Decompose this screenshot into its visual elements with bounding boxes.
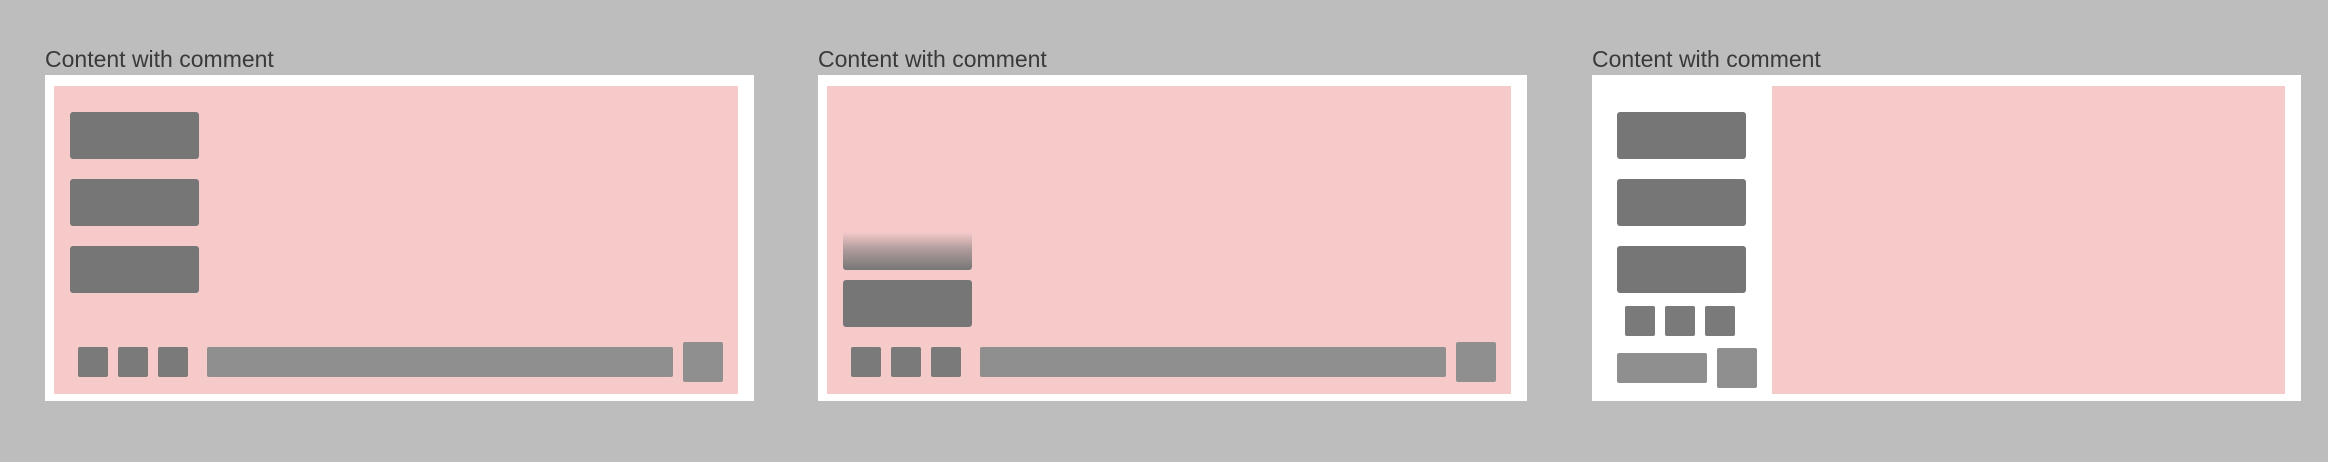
comment-block-faded [843,232,972,270]
comment-block [843,280,972,327]
variant-2-label: Content with comment [818,44,1047,74]
variant-2-frame [818,75,1527,401]
comment-input[interactable] [207,347,673,377]
toolbar-icon[interactable] [158,347,188,377]
comment-block [70,246,199,293]
comment-block [1617,112,1746,159]
comment-block [70,179,199,226]
toolbar-icon[interactable] [891,347,921,377]
comment-input[interactable] [980,347,1446,377]
send-button[interactable] [1717,348,1757,388]
content-area [1772,86,2285,394]
comment-block [1617,246,1746,293]
send-button[interactable] [683,342,723,382]
send-button[interactable] [1456,342,1496,382]
toolbar-icon[interactable] [931,347,961,377]
variant-3-label: Content with comment [1592,44,1821,74]
toolbar-icon[interactable] [1665,306,1695,336]
toolbar-icon[interactable] [118,347,148,377]
variant-1-frame [45,75,754,401]
comment-block [1617,179,1746,226]
variant-1-label: Content with comment [45,44,274,74]
toolbar-icon[interactable] [1705,306,1735,336]
comment-block [70,112,199,159]
toolbar-icon[interactable] [1625,306,1655,336]
toolbar-icon[interactable] [78,347,108,377]
variant-3-frame [1592,75,2301,401]
comment-input[interactable] [1617,353,1707,383]
toolbar-icon[interactable] [851,347,881,377]
